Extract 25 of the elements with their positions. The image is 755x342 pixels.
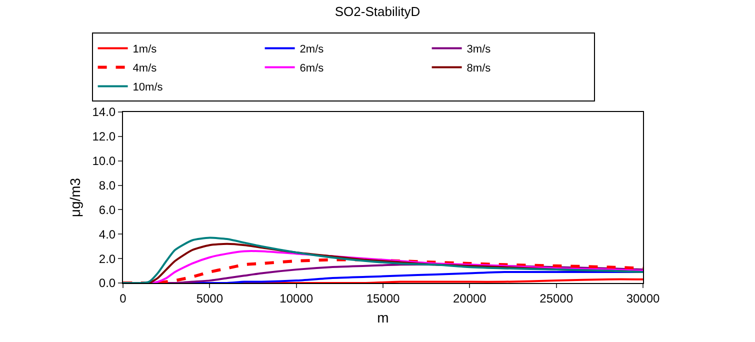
x-tick-label: 5000 — [196, 291, 224, 306]
y-tick-label: 12.0 — [92, 130, 116, 144]
legend-label: 2m/s — [300, 44, 324, 56]
y-tick-label: 6.0 — [98, 202, 116, 217]
x-tick-label: 25000 — [540, 291, 574, 306]
legend-label: 10m/s — [132, 82, 164, 94]
y-tick-label: 8.0 — [98, 178, 116, 192]
chart-title: SO2-StabilityD — [334, 4, 420, 19]
legend-label: 6m/s — [300, 62, 324, 75]
y-tick-label: 2.0 — [98, 252, 116, 266]
legend-label: 1m/s — [132, 44, 158, 56]
x-tick-label: 0 — [120, 291, 127, 306]
x-tick-label: 15000 — [366, 291, 400, 306]
legend-label: 3m/s — [466, 44, 492, 56]
y-axis-title: μg/m3 — [66, 178, 83, 218]
x-axis-title: m — [377, 310, 389, 326]
y-tick-label: 10.0 — [92, 154, 116, 168]
y-tick-label: 4.0 — [98, 227, 116, 242]
legend-label: 4m/s — [132, 62, 158, 75]
x-tick-label: 30000 — [626, 291, 660, 306]
y-tick-label: 0.0 — [98, 276, 116, 290]
legend-label: 8m/s — [466, 62, 492, 75]
x-tick-label: 20000 — [452, 291, 487, 306]
x-tick-label: 10000 — [280, 291, 314, 306]
y-tick-label: 14.0 — [92, 105, 116, 120]
